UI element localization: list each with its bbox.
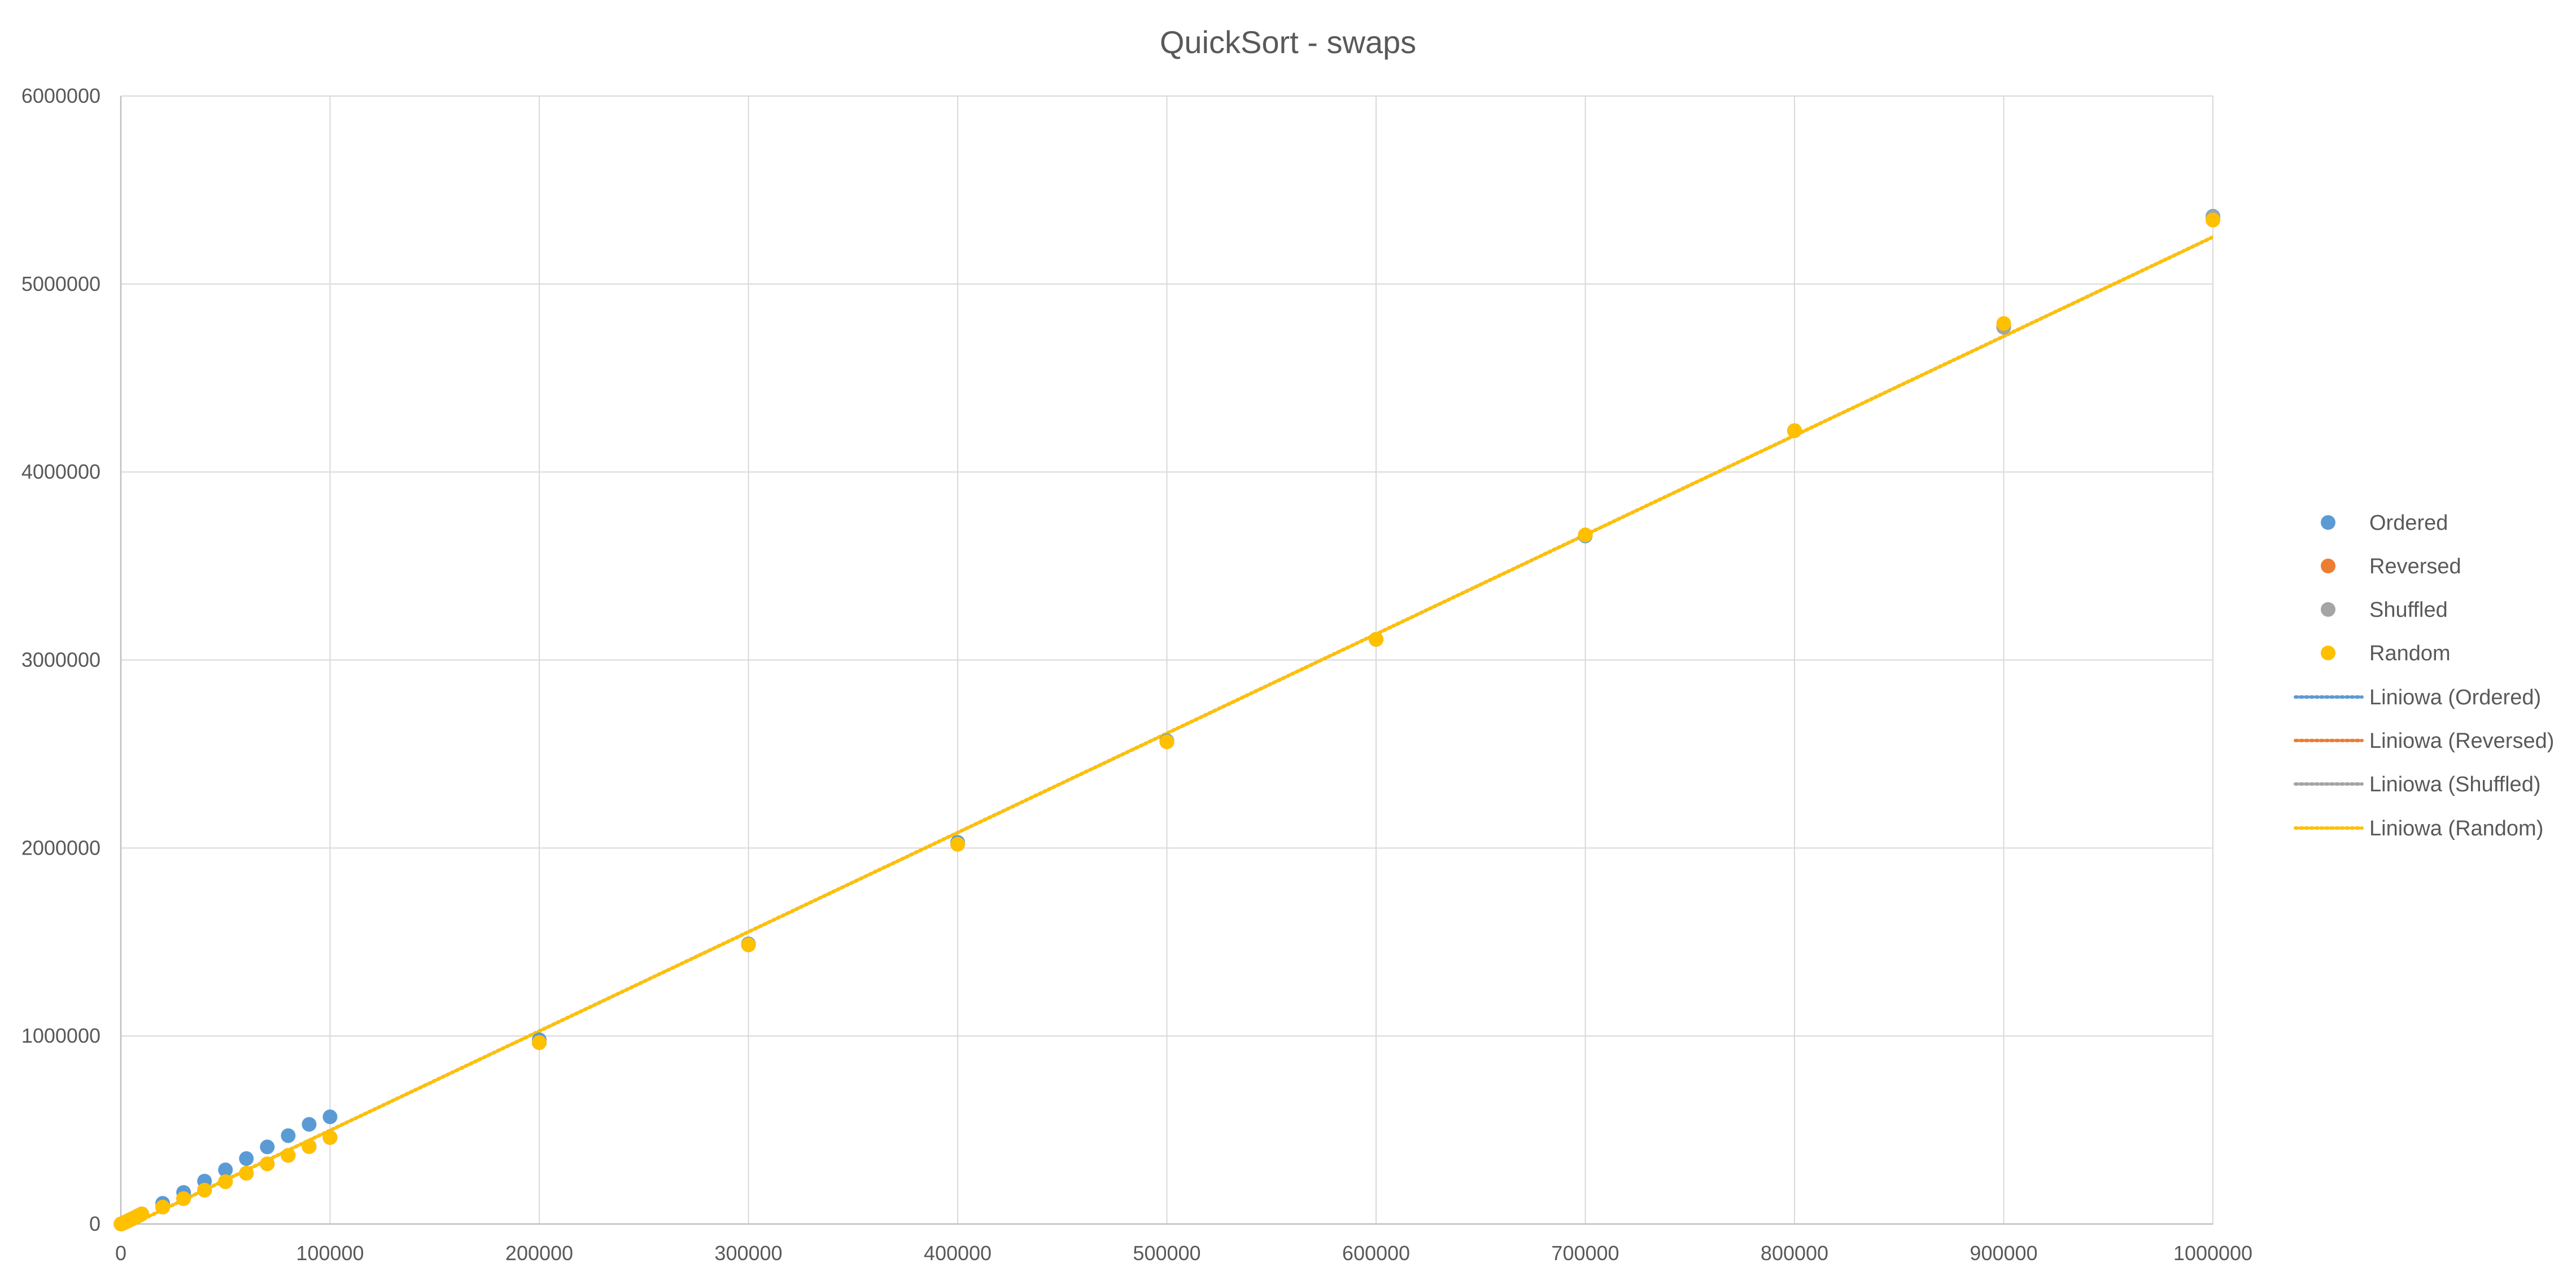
data-point-random	[1369, 631, 1383, 647]
data-point-random	[218, 1174, 233, 1190]
y-tick-label: 1000000	[21, 1024, 101, 1047]
x-tick-label: 900000	[1970, 1242, 2037, 1265]
legend-trend-label-1: Liniowa (Ordered)	[2369, 686, 2541, 709]
data-point-ordered	[260, 1139, 275, 1155]
data-point-random	[1159, 734, 1175, 750]
legend-label-1: Ordered	[2369, 511, 2448, 535]
data-point-random	[532, 1035, 547, 1050]
y-tick-label: 2000000	[21, 836, 101, 859]
x-tick-label: 500000	[1133, 1242, 1200, 1265]
data-point-ordered	[218, 1162, 233, 1178]
data-point-ordered	[302, 1117, 317, 1132]
legend-marker-3	[2321, 602, 2335, 617]
data-point-random	[197, 1183, 212, 1198]
data-point-random	[741, 937, 756, 952]
legend: Ordered Reversed Shuffled Random Liniowa (Or…	[2294, 511, 2554, 840]
data-point-random	[1996, 316, 2011, 331]
data-point-random	[134, 1206, 150, 1222]
y-tick-label: 3000000	[21, 648, 101, 672]
axes: 0 100000 200000 300000 400000 500000 600000 700…	[21, 84, 2252, 1265]
legend-label-4: Random	[2369, 642, 2451, 665]
data-point-random	[1578, 528, 1593, 543]
data-point-ordered	[239, 1151, 254, 1166]
data-point-random	[260, 1156, 275, 1171]
data-point-random	[2206, 212, 2220, 228]
data-point-ordered	[281, 1128, 296, 1143]
legend-marker-4	[2321, 646, 2335, 660]
x-tick-label: 200000	[505, 1242, 573, 1265]
y-tick-label: 6000000	[21, 84, 101, 107]
data-point-random	[950, 837, 965, 852]
trendline-4	[129, 235, 2213, 1224]
x-tick-label: 800000	[1761, 1242, 1828, 1265]
legend-marker-1	[2321, 515, 2335, 530]
data-point-ordered	[322, 1109, 338, 1125]
x-tick-label: 300000	[714, 1242, 782, 1265]
chart-title: QuickSort - swaps	[1160, 24, 1416, 60]
x-tick-label: 700000	[1551, 1242, 1619, 1265]
x-tick-label: 0	[115, 1242, 126, 1265]
y-tick-label: 0	[89, 1212, 101, 1235]
y-tick-label: 4000000	[21, 460, 101, 483]
y-tick-label: 5000000	[21, 272, 101, 295]
data-points	[113, 209, 2220, 1231]
data-point-random	[302, 1139, 317, 1154]
data-point-random	[281, 1148, 296, 1163]
data-point-random	[176, 1191, 191, 1206]
trendlines	[129, 235, 2213, 1224]
data-point-random	[155, 1200, 171, 1215]
data-point-random	[1787, 423, 1802, 438]
gridlines	[120, 95, 2213, 1225]
data-point-random	[322, 1130, 338, 1145]
x-tick-label: 400000	[924, 1242, 992, 1265]
legend-trend-label-2: Liniowa (Reversed)	[2369, 729, 2554, 753]
x-tick-label: 100000	[296, 1242, 364, 1265]
legend-trend-label-3: Liniowa (Shuffled)	[2369, 773, 2540, 796]
data-point-random	[239, 1166, 254, 1181]
x-tick-label: 1000000	[2173, 1242, 2252, 1265]
legend-trend-label-4: Liniowa (Random)	[2369, 817, 2543, 840]
legend-marker-2	[2321, 559, 2335, 573]
legend-label-2: Reversed	[2369, 555, 2461, 578]
legend-label-3: Shuffled	[2369, 598, 2448, 622]
x-tick-label: 600000	[1342, 1242, 1410, 1265]
